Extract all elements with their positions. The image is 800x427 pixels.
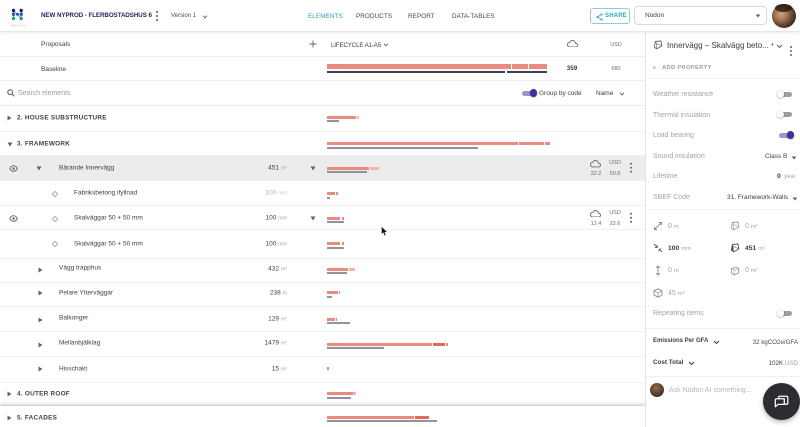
- svg-text:NODON·AI: NODON·AI: [11, 24, 26, 27]
